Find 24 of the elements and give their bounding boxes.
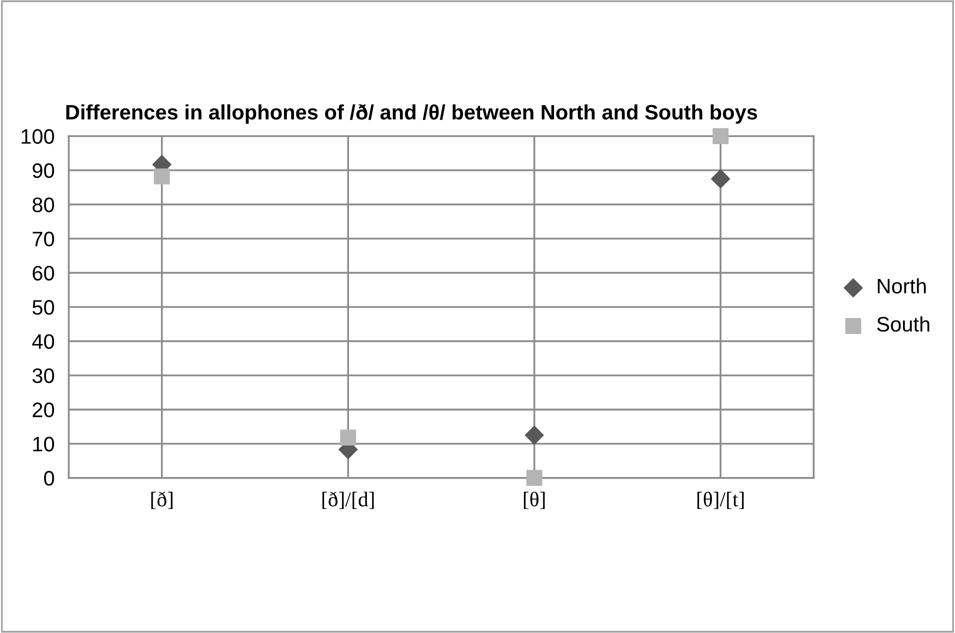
point [712,128,729,144]
y-tick-label: 90 [32,163,54,178]
x-tick-label: [ð] [151,492,172,510]
y-tick-label: 50 [32,300,54,315]
chart-title: Differences in allophones of /ð/ and /θ/ between North and South boys [66,104,758,124]
x-tick-label: [θ]/[t] [697,492,744,510]
point [526,470,542,486]
legend-label: North [878,278,926,294]
y-tick-label: 80 [32,197,54,212]
point [711,169,730,188]
y-tick-label: 70 [32,232,54,246]
y-tick-label: 20 [32,402,54,418]
legend-label: South [877,316,930,332]
y-tick-label: 10 [33,436,54,452]
y-tick-label: 60 [32,266,54,281]
y-tick-label: 100 [22,129,54,144]
y-tick-label: 0 [44,470,54,486]
point [524,426,544,445]
point [340,430,356,446]
y-tick-label: 40 [32,334,54,349]
x-tick-label: [θ] [524,492,545,510]
x-tick-label: [ð]/[d] [322,492,374,510]
point [154,168,170,184]
y-tick-label: 30 [32,368,54,384]
